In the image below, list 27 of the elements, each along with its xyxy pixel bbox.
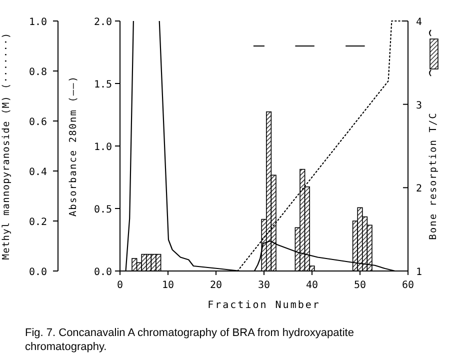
y-tick-label: 1.0 bbox=[94, 142, 112, 153]
y3-tick-label: 0.8 bbox=[28, 67, 47, 78]
x-tick-label: 0 bbox=[116, 280, 124, 291]
y3-tick-label: 1.0 bbox=[28, 17, 47, 28]
x-axis-title: Fraction Number bbox=[208, 300, 320, 311]
y2-tick-label: 1 bbox=[416, 267, 422, 278]
y-tick-label: 0.5 bbox=[94, 204, 112, 216]
y3-tick-label: 0.0 bbox=[28, 267, 47, 278]
y3-tick-label: 0.4 bbox=[28, 167, 47, 178]
y-tick-label: 0.0 bbox=[94, 267, 112, 278]
x-tick-label: 30 bbox=[258, 280, 270, 291]
y-tick-label: 2.0 bbox=[94, 17, 112, 28]
x-tick-label: 40 bbox=[306, 280, 318, 291]
y-tick-label: 1.5 bbox=[94, 80, 112, 90]
x-tick-label: 20 bbox=[210, 280, 222, 291]
x-tick-label: 50 bbox=[354, 280, 366, 291]
x-tick-label: 60 bbox=[402, 280, 414, 291]
y2-tick-label: 3 bbox=[416, 100, 422, 112]
x-tick-label: 10 bbox=[162, 280, 174, 291]
y3-tick-label: 0.2 bbox=[28, 217, 47, 228]
caption: Fig. 7. Concanavalin A chromatography of BRA from hydroxyapatite chromatography. bbox=[25, 327, 354, 353]
y3-tick-label: 0.6 bbox=[28, 117, 47, 128]
y2-tick-label: 2 bbox=[416, 184, 422, 195]
y2-axis-title: Bone resorption T/C bbox=[428, 112, 439, 240]
y3-axis-title: Methyl mannopyranoside (M) (·······) bbox=[1, 32, 12, 260]
y-axis-title: Absorbance 280nm (——) bbox=[68, 75, 79, 217]
y2-tick-label: 4 bbox=[416, 17, 422, 28]
